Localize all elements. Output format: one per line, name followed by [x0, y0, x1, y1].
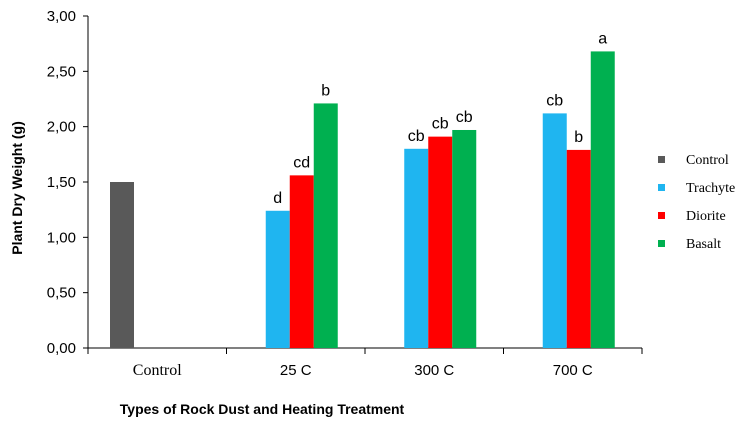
legend-swatch-basalt — [658, 240, 665, 247]
legend-label-control: Control — [686, 153, 729, 168]
y-tick-label: 1,50 — [47, 174, 76, 191]
significance-label: cb — [432, 116, 449, 133]
bar-control-control — [110, 182, 134, 348]
x-tick-label: 700 C — [553, 362, 593, 379]
y-axis-title: Plant Dry Weight (g) — [9, 121, 25, 255]
significance-label: a — [598, 30, 607, 47]
y-tick-label: 2,50 — [47, 63, 76, 80]
bar-diorite-700-c — [566, 149, 591, 348]
bars — [110, 51, 615, 349]
legend-label-trachyte: Trachyte — [686, 181, 735, 196]
legend-swatch-trachyte — [658, 184, 665, 191]
legend-swatch-control — [658, 156, 665, 163]
bar-basalt-700-c — [590, 51, 615, 349]
x-tick-label: 300 C — [414, 362, 454, 379]
bar-basalt-25-c — [313, 103, 338, 348]
significance-label: b — [574, 129, 583, 146]
x-tick-label: 25 C — [280, 362, 312, 379]
significance-label: cb — [456, 109, 473, 126]
bar-diorite-25-c — [289, 175, 314, 348]
y-tick-label: 0,00 — [47, 340, 76, 357]
legend: Control Trachyte Diorite Basalt — [658, 153, 735, 252]
y-tick-label: 2,00 — [47, 119, 76, 136]
legend-swatch-diorite — [658, 212, 665, 219]
bar-basalt-300-c — [452, 129, 477, 348]
x-tick-label: Control — [133, 362, 182, 379]
y-tick-label: 3,00 — [47, 8, 76, 25]
x-axis-title: Types of Rock Dust and Heating Treatment — [120, 401, 405, 417]
legend-label-basalt: Basalt — [686, 237, 721, 252]
y-tick-label: 0,50 — [47, 285, 76, 302]
y-axis: 0,00 0,50 1,00 1,50 2,00 2,50 3,00 — [47, 8, 89, 357]
y-tick-label: 1,00 — [47, 229, 76, 246]
significance-label: b — [321, 82, 330, 99]
significance-label: cb — [408, 128, 425, 145]
bar-trachyte-25-c — [265, 210, 290, 348]
significance-label: cd — [293, 154, 310, 171]
bar-diorite-300-c — [428, 136, 453, 348]
bar-trachyte-700-c — [542, 113, 567, 349]
x-axis: Control 25 C 300 C 700 C — [87, 347, 643, 379]
significance-label: d — [273, 190, 282, 207]
significance-label: cb — [546, 92, 563, 109]
legend-label-diorite: Diorite — [686, 209, 726, 224]
bar-trachyte-300-c — [404, 148, 429, 348]
